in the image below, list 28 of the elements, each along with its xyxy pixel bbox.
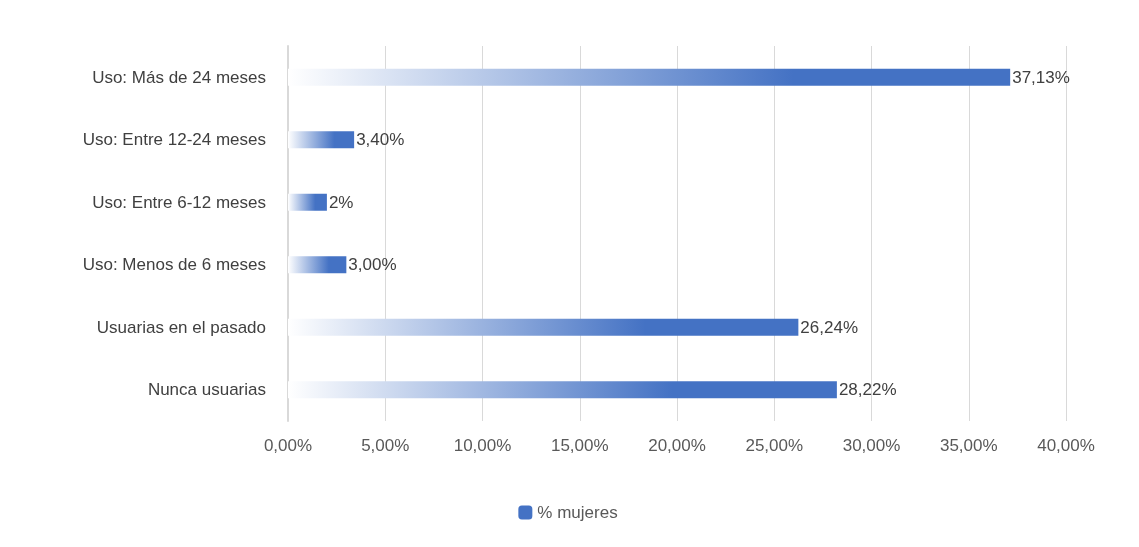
bar	[288, 68, 1011, 86]
x-tick-label: 20,00%	[648, 436, 706, 455]
x-tick-label: 15,00%	[550, 436, 609, 455]
y-tick-label: Uso: Menos de 6 meses	[82, 255, 266, 275]
x-tick-label: 0,00%	[263, 436, 313, 455]
bar	[288, 256, 347, 274]
bar	[288, 193, 327, 211]
bar	[288, 318, 799, 336]
data-label: 3,00%	[348, 255, 397, 275]
y-tick-label: Uso: Entre 6-12 meses	[92, 192, 266, 212]
data-label: 28,22%	[838, 380, 897, 400]
bar	[288, 381, 837, 399]
bar	[288, 131, 355, 149]
y-tick-label: Usuarias en el pasado	[96, 317, 266, 337]
x-tick-label: 5,00%	[361, 436, 410, 455]
data-label: 26,24%	[800, 317, 859, 337]
x-tick-label: 25,00%	[745, 436, 804, 455]
y-tick-label: Nunca usuarias	[147, 380, 266, 400]
data-label: 37,13%	[1012, 67, 1070, 87]
y-tick-label: Uso: Más de 24 meses	[92, 67, 266, 87]
data-label: 2%	[328, 192, 354, 212]
x-tick-label: 35,00%	[939, 436, 998, 455]
x-tick-label: 40,00%	[1037, 436, 1095, 455]
data-label: 3,40%	[356, 130, 405, 150]
x-tick-label: 30,00%	[842, 436, 901, 455]
y-tick-label: Uso: Entre 12-24 meses	[82, 130, 266, 150]
legend-label: % mujeres	[537, 503, 618, 522]
x-tick-label: 10,00%	[453, 436, 512, 455]
